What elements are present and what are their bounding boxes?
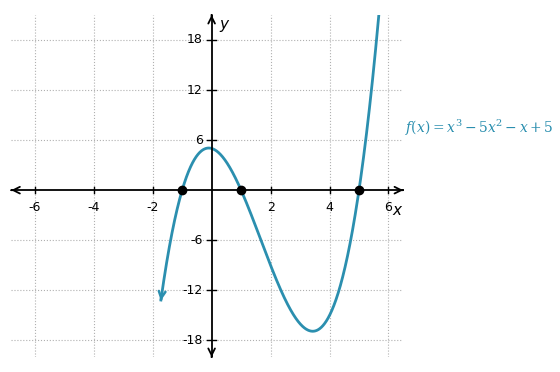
Text: -4: -4 bbox=[87, 201, 100, 214]
Text: -6: -6 bbox=[29, 201, 41, 214]
Text: 12: 12 bbox=[187, 83, 203, 96]
Text: $f(x) = x^3 - 5x^2 - x + 5$: $f(x) = x^3 - 5x^2 - x + 5$ bbox=[405, 118, 553, 138]
Text: -6: -6 bbox=[190, 234, 203, 247]
Text: 6: 6 bbox=[195, 134, 203, 147]
Text: 4: 4 bbox=[325, 201, 333, 214]
Text: 2: 2 bbox=[267, 201, 274, 214]
Text: y: y bbox=[219, 17, 228, 32]
Text: 18: 18 bbox=[187, 33, 203, 46]
Text: -12: -12 bbox=[183, 284, 203, 297]
Text: -18: -18 bbox=[183, 334, 203, 347]
Text: x: x bbox=[393, 203, 402, 218]
Text: -2: -2 bbox=[147, 201, 159, 214]
Text: 6: 6 bbox=[385, 201, 393, 214]
